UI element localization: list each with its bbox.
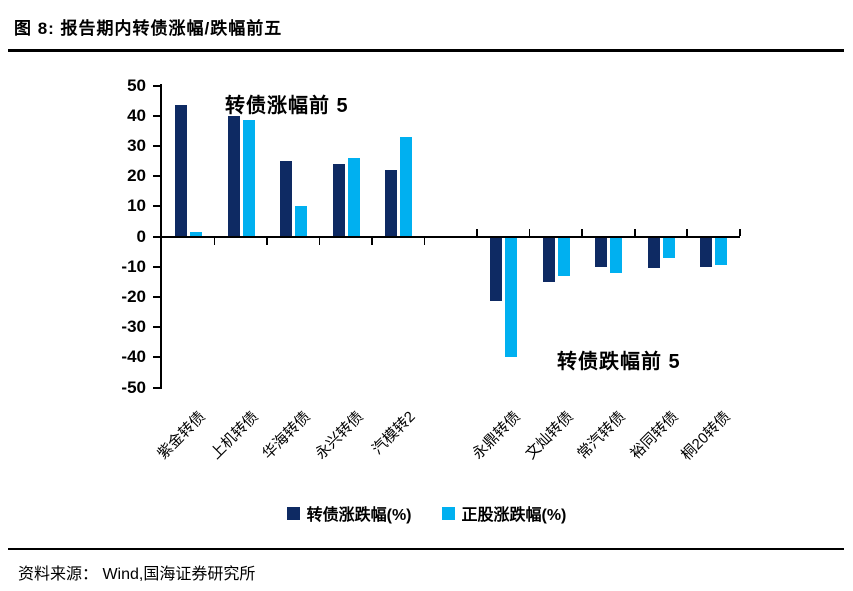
y-tick-8	[153, 326, 161, 329]
x-tick-5	[423, 237, 426, 245]
y-tick-1	[153, 114, 161, 117]
x-tick-3	[318, 237, 321, 245]
bar-stock-0	[190, 231, 202, 237]
bar-bond-6	[542, 236, 555, 282]
bar-bond-5	[490, 236, 503, 302]
bar-stock-1	[242, 120, 255, 237]
x-label-5: 永鼎转债	[469, 408, 524, 463]
legend-label-stock: 正股涨跌幅(%)	[461, 507, 567, 524]
x-label-0: 紫金转债	[154, 408, 209, 463]
y-tick-label-3: 20	[127, 166, 146, 186]
x-tick-11	[739, 228, 741, 236]
y-axis-line	[160, 84, 162, 389]
legend-swatch-stock-icon	[441, 506, 455, 520]
x-tick-10	[686, 228, 689, 236]
title-divider	[8, 49, 844, 52]
y-tick-label-1: 40	[127, 105, 146, 125]
y-tick-label-8: -30	[121, 317, 146, 337]
footer-divider	[8, 548, 844, 550]
bar-stock-2	[295, 206, 308, 237]
y-tick-label-5: 0	[136, 226, 146, 246]
x-axis-line	[162, 235, 740, 238]
y-tick-4	[153, 205, 161, 208]
bar-stock-9	[715, 236, 728, 266]
y-tick-label-10: -50	[121, 377, 146, 397]
y-tick-label-2: 30	[127, 135, 146, 155]
bar-bond-4	[385, 170, 398, 237]
bar-stock-4	[400, 136, 413, 237]
bar-stock-8	[662, 236, 675, 258]
legend: 转债涨跌幅(%) 正股涨跌幅(%)	[0, 501, 853, 525]
bar-stock-3	[347, 157, 360, 237]
legend-item-stock: 正股涨跌幅(%)	[441, 501, 567, 525]
bar-bond-8	[647, 236, 660, 269]
y-tick-3	[153, 175, 161, 178]
y-tick-6	[153, 265, 161, 268]
figure-title: 图 8: 报告期内转债涨幅/跌幅前五	[14, 19, 283, 38]
x-label-1: 上机转债	[206, 408, 262, 463]
x-tick-7	[528, 228, 531, 236]
x-tick-6	[476, 228, 478, 236]
y-tick-label-9: -40	[121, 347, 146, 367]
bar-stock-5	[505, 236, 518, 358]
source-note: 资料来源： Wind,国海证券研究所	[18, 566, 256, 583]
y-tick-9	[153, 356, 161, 359]
y-tick-label-7: -20	[121, 286, 146, 306]
x-label-8: 裕同转债	[627, 408, 682, 463]
bar-stock-7	[610, 236, 623, 273]
y-tick-0	[153, 84, 161, 87]
x-label-3: 永兴转债	[311, 408, 367, 463]
bar-bond-7	[595, 236, 608, 267]
y-tick-label-0: 50	[127, 75, 146, 95]
bar-bond-9	[700, 236, 713, 267]
y-tick-10	[153, 386, 161, 389]
x-label-4: 汽模转2	[369, 408, 419, 458]
y-tick-label-6: -10	[121, 256, 146, 276]
bar-bond-2	[280, 161, 293, 237]
x-tick-9	[633, 228, 636, 236]
bar-bond-1	[227, 115, 240, 237]
x-tick-8	[581, 228, 583, 236]
bar-stock-6	[557, 236, 570, 276]
x-tick-4	[371, 237, 373, 245]
y-tick-7	[153, 295, 161, 298]
x-label-9: 桐20转债	[678, 408, 735, 464]
annotation-top-gainers: 转债涨幅前 5	[225, 95, 349, 117]
x-label-2: 华海转债	[259, 408, 314, 463]
bar-bond-0	[175, 105, 187, 237]
x-label-6: 文灿转债	[522, 408, 577, 463]
x-label-7: 常汽转债	[574, 408, 630, 463]
y-tick-label-4: 10	[127, 196, 146, 216]
legend-label-bond: 转债涨跌幅(%)	[306, 507, 412, 524]
x-tick-2	[266, 237, 268, 245]
legend-swatch-bond-icon	[286, 506, 300, 520]
x-tick-1	[213, 237, 216, 245]
legend-item-bond: 转债涨跌幅(%)	[286, 501, 412, 525]
annotation-top-losers: 转债跌幅前 5	[557, 351, 681, 373]
y-tick-2	[153, 144, 161, 147]
bar-bond-3	[332, 164, 345, 237]
y-tick-5	[153, 235, 161, 238]
